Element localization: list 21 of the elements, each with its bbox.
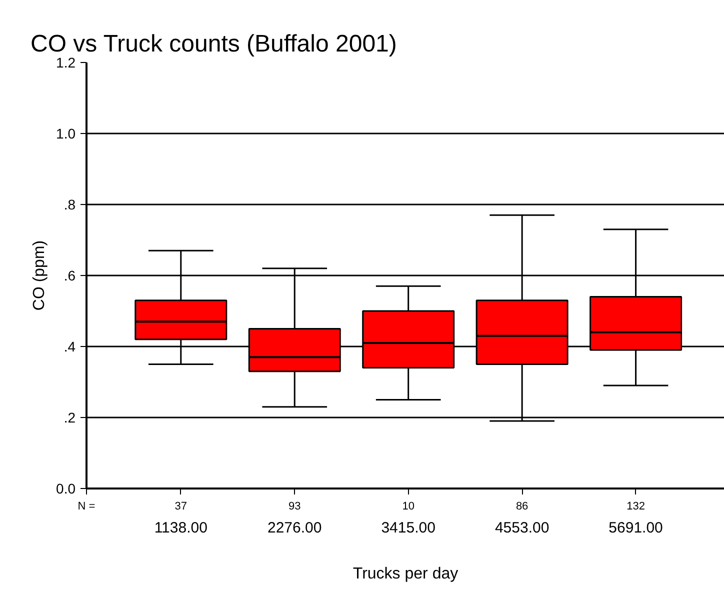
y-tick-label: .6 (64, 268, 76, 284)
chart-title: CO vs Truck counts (Buffalo 2001) (30, 30, 397, 58)
text: N = (78, 500, 96, 512)
text: 86 (516, 500, 528, 512)
x-axis-title: Trucks per day (352, 566, 458, 582)
x-tick-label: 1138.00 (154, 520, 208, 536)
y-tick-label: .2 (64, 410, 76, 426)
x-tick-label: 5691.00 (608, 520, 663, 536)
text: 10 (402, 500, 414, 512)
text: 132 (626, 500, 645, 512)
x-tick-label: 3415.00 (381, 520, 436, 536)
y-tick-label: .4 (64, 338, 76, 354)
x-tick-label: 4553.00 (494, 520, 550, 536)
x-tick-label: 2276.00 (268, 520, 322, 536)
y-tick-label: 1.0 (56, 126, 76, 142)
y-axis-title: CO (ppm) (31, 240, 48, 311)
y-tick-label: .8 (64, 196, 76, 212)
y-tick-label: 0.0 (56, 480, 76, 496)
y-tick-label: 1.2 (56, 54, 76, 70)
text: 93 (288, 500, 301, 512)
text: 37 (174, 500, 188, 512)
